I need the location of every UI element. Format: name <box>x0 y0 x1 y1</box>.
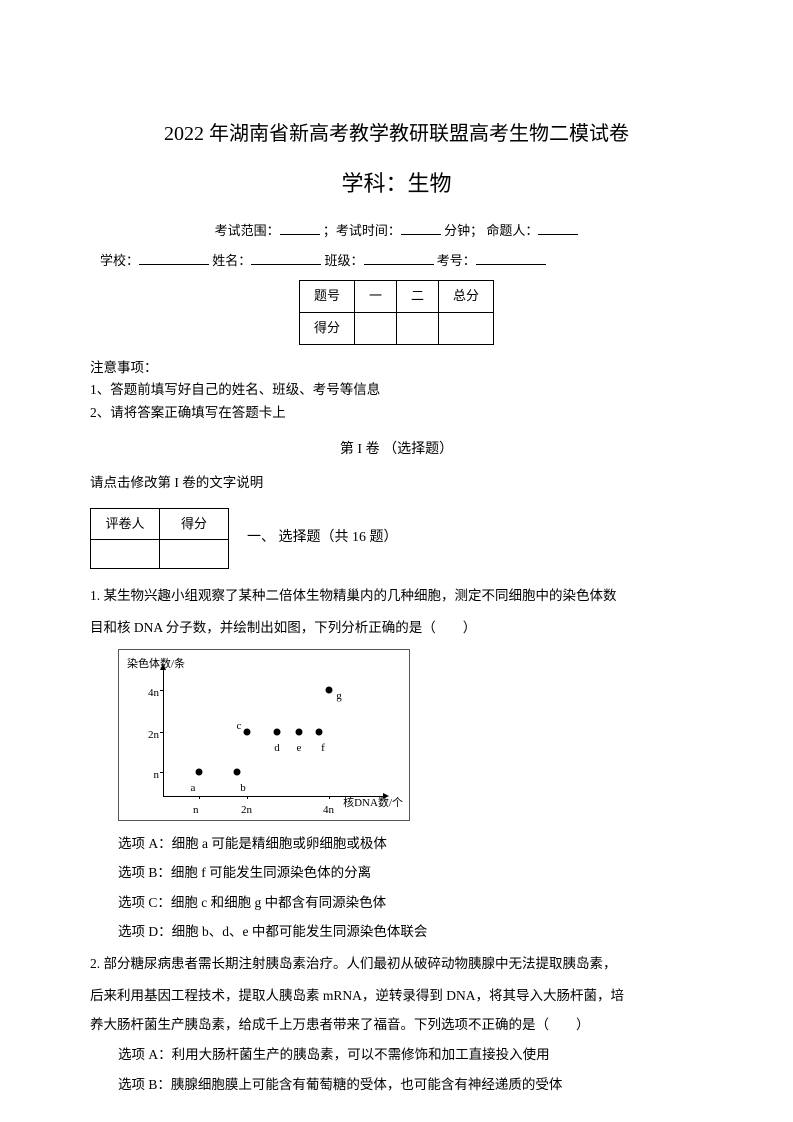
notes-title: 注意事项： <box>90 357 703 380</box>
q2-stem-b: 后来利用基因工程技术，提取人胰岛素 mRNA，逆转录得到 DNA，将其导入大肠杆… <box>90 983 703 1009</box>
school-blank <box>139 250 209 265</box>
table-row: 得分 <box>299 312 493 344</box>
name-label: 姓名： <box>212 253 251 268</box>
grader-blank <box>91 540 160 569</box>
score-header-1: 一 <box>354 281 396 313</box>
range-blank <box>280 220 320 235</box>
id-label: 考号： <box>437 253 476 268</box>
score-cell <box>354 312 396 344</box>
q1-stem-b: 目和核 DNA 分子数，并绘制出如图，下列分析正确的是（ ） <box>90 615 703 641</box>
grader-col-1: 评卷人 <box>91 508 160 540</box>
grader-table: 评卷人 得分 <box>90 508 229 570</box>
class-label: 班级： <box>325 253 364 268</box>
author-label: 命题人： <box>486 223 538 238</box>
grader-col-2: 得分 <box>160 508 229 540</box>
q1-chart-wrap: 染色体数/条 核DNA数/个 n2n4nn2n4nabcdefg <box>118 649 703 821</box>
range-label: 考试范围： <box>215 223 280 238</box>
score-header-2: 二 <box>397 281 439 313</box>
time-label: ；考试时间： <box>323 223 401 238</box>
y-axis-label: 染色体数/条 <box>127 654 185 675</box>
part-label: 一、 选择题（共 16 题） <box>247 525 398 552</box>
table-row: 题号 一 二 总分 <box>299 281 493 313</box>
score-header-3: 总分 <box>439 281 494 313</box>
q2-stem: 2. 部分糖尿病患者需长期注射胰岛素治疗。人们最初从破碎动物胰腺中无法提取胰岛素… <box>90 951 703 977</box>
q2-stem-c: 养大肠杆菌生产胰岛素，给成千上万患者带来了福音。下列选项不正确的是（ ） <box>90 1012 703 1038</box>
q1-scatter-chart: 染色体数/条 核DNA数/个 n2n4nn2n4nabcdefg <box>118 649 410 821</box>
author-blank <box>538 220 578 235</box>
q1-stem: 1. 某生物兴趣小组观察了某种二倍体生物精巢内的几种细胞，测定不同细胞中的染色体… <box>90 583 703 609</box>
grader-row: 评卷人 得分 一、 选择题（共 16 题） <box>90 508 703 570</box>
section-1-title: 第 I 卷 （选择题） <box>90 437 703 464</box>
note-line: 2、请将答案正确填写在答题卡上 <box>90 402 703 425</box>
section-1-note: 请点击修改第 I 卷的文字说明 <box>90 470 703 496</box>
subject-line: 学科：生物 <box>90 163 703 205</box>
score-cell <box>397 312 439 344</box>
note-line: 1、答题前填写好自己的姓名、班级、考号等信息 <box>90 379 703 402</box>
score-cell <box>439 312 494 344</box>
q2-option-a: 选项 A：利用大肠杆菌生产的胰岛素，可以不需修饰和加工直接投入使用 <box>118 1042 703 1068</box>
q2-option-b: 选项 B：胰腺细胞膜上可能含有葡萄糖的受体，也可能含有神经递质的受体 <box>118 1072 703 1098</box>
class-blank <box>364 250 434 265</box>
q1-option-a: 选项 A：细胞 a 可能是精细胞或卵细胞或极体 <box>118 831 703 857</box>
time-unit: 分钟； <box>444 223 483 238</box>
table-row: 评卷人 得分 <box>91 508 229 540</box>
name-blank <box>251 250 321 265</box>
score-row-label: 得分 <box>299 312 354 344</box>
table-row <box>91 540 229 569</box>
id-blank <box>476 250 546 265</box>
meta-line-1: 考试范围： ；考试时间： 分钟； 命题人： <box>90 219 703 244</box>
q2-stem-a: 部分糖尿病患者需长期注射胰岛素治疗。人们最初从破碎动物胰腺中无法提取胰岛素， <box>104 956 617 971</box>
score-header-0: 题号 <box>299 281 354 313</box>
time-blank <box>401 220 441 235</box>
school-label: 学校： <box>100 253 139 268</box>
q1-stem-a: 某生物兴趣小组观察了某种二倍体生物精巢内的几种细胞，测定不同细胞中的染色体数 <box>104 588 617 603</box>
q1-option-c: 选项 C：细胞 c 和细胞 g 中都含有同源染色体 <box>118 890 703 916</box>
meta-line-2: 学校： 姓名： 班级： 考号： <box>90 249 703 274</box>
score-table: 题号 一 二 总分 得分 <box>299 280 494 344</box>
notes-block: 注意事项： 1、答题前填写好自己的姓名、班级、考号等信息 2、请将答案正确填写在… <box>90 357 703 426</box>
grader-blank <box>160 540 229 569</box>
q1-option-d: 选项 D：细胞 b、d、e 中都可能发生同源染色体联会 <box>118 919 703 945</box>
q1-num: 1. <box>90 588 100 603</box>
q1-option-b: 选项 B：细胞 f 可能发生同源染色体的分离 <box>118 860 703 886</box>
exam-title: 2022 年湖南省新高考教学教研联盟高考生物二模试卷 <box>90 115 703 153</box>
exam-page: 2022 年湖南省新高考教学教研联盟高考生物二模试卷 学科：生物 考试范围： ；… <box>0 0 793 1122</box>
q2-num: 2. <box>90 956 100 971</box>
